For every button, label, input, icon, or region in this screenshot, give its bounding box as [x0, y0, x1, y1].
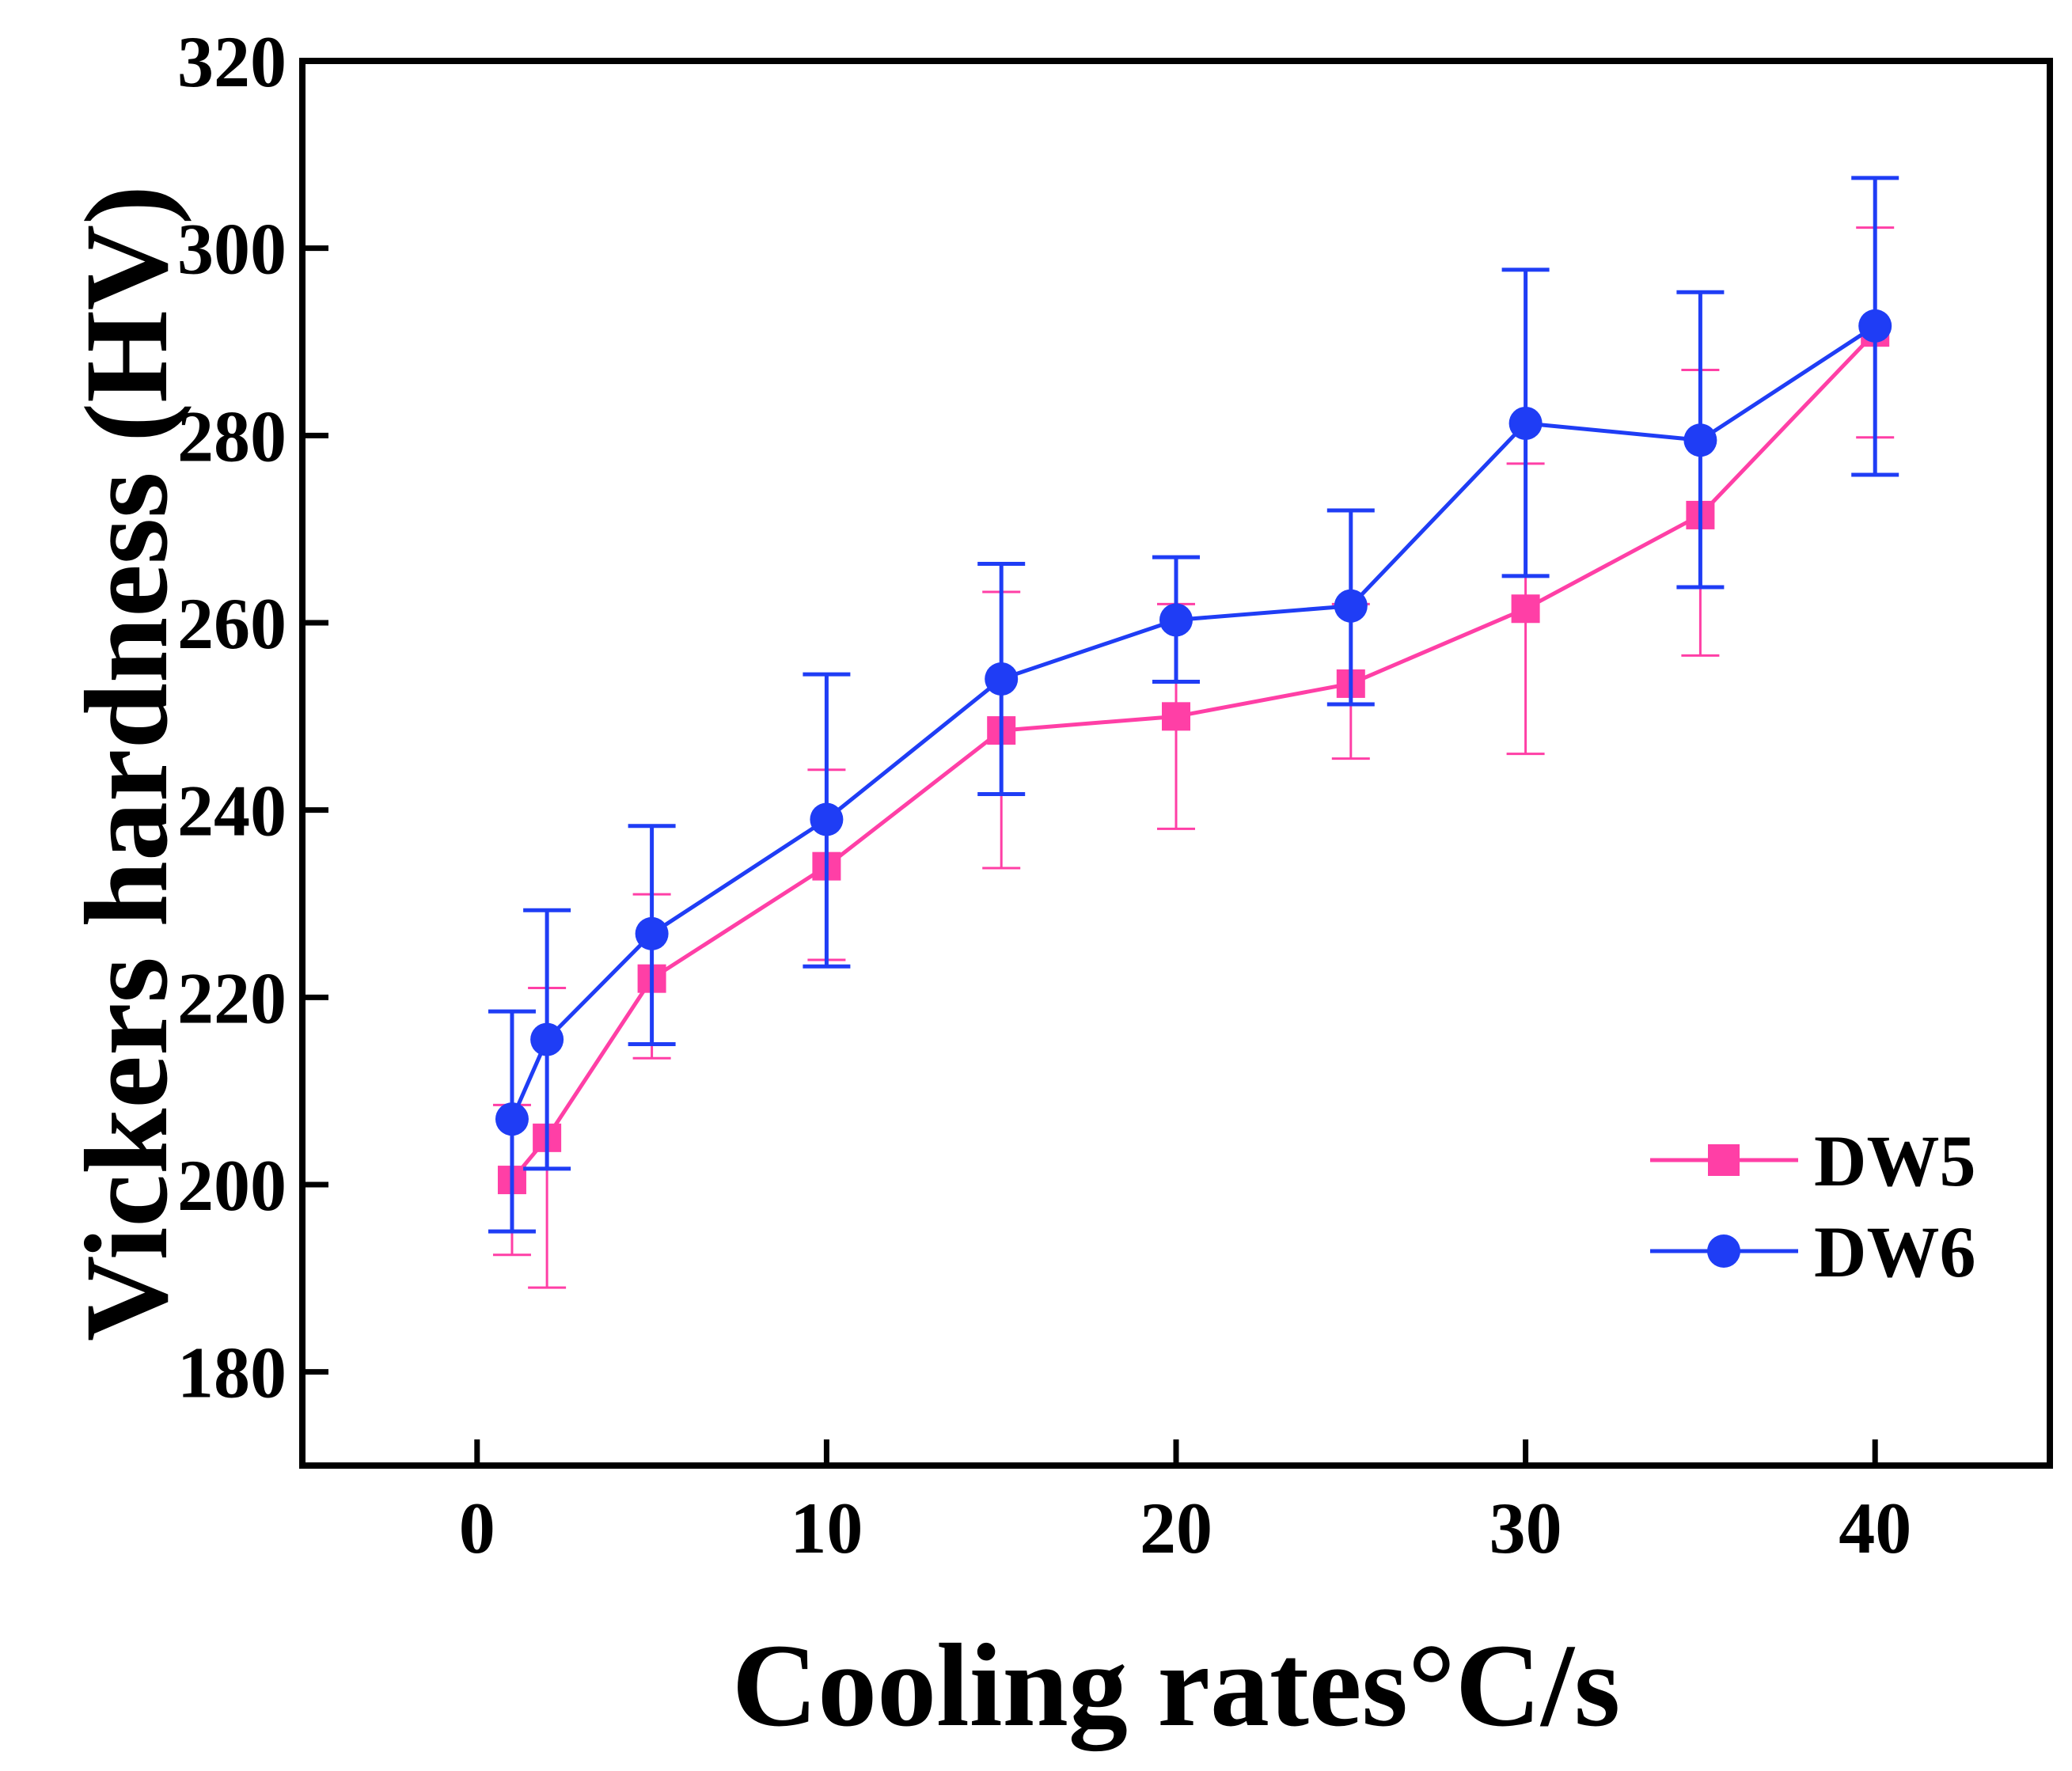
x-tick-label: 0 — [459, 1488, 495, 1568]
y-tick-label: 180 — [177, 1333, 287, 1413]
y-tick-label: 280 — [177, 396, 287, 476]
legend-label: DW6 — [1814, 1212, 1975, 1292]
data-point — [1508, 406, 1543, 440]
y-axis-title: Vickers hardness (HV) — [61, 185, 192, 1341]
axis-layer: 0 10 20 30 40 180 200 220 240 260 280 300 320 — [177, 21, 1911, 1568]
series-line — [510, 324, 1877, 1121]
legend-item-dw5: DW5 — [1650, 1121, 1975, 1201]
legend-swatch-marker — [1708, 1144, 1740, 1176]
series-line — [510, 331, 1877, 1181]
y-tick-label: 260 — [177, 583, 287, 664]
data-point — [1511, 594, 1540, 624]
data-point — [530, 1022, 564, 1056]
x-axis-title: Cooling rates°C/s — [732, 1620, 1620, 1751]
y-tick-label: 200 — [177, 1145, 287, 1226]
legend-item-dw6: DW6 — [1650, 1212, 1975, 1292]
y-tick-label: 300 — [177, 209, 287, 290]
data-point — [1683, 423, 1717, 457]
x-tick-label: 40 — [1839, 1488, 1911, 1568]
x-tick-label: 20 — [1140, 1488, 1212, 1568]
series-dw5 — [492, 226, 1895, 1289]
data-point — [1159, 603, 1193, 637]
y-tick-label: 320 — [177, 21, 287, 102]
x-tick-label: 30 — [1489, 1488, 1562, 1568]
series-dw6 — [488, 176, 1899, 1234]
legend-label: DW5 — [1814, 1121, 1975, 1201]
data-point — [810, 802, 844, 836]
data-point — [985, 662, 1019, 696]
data-point — [495, 1102, 529, 1136]
data-point — [1334, 589, 1368, 623]
data-point — [1858, 309, 1892, 343]
x-tick-label: 10 — [790, 1488, 863, 1568]
y-tick-label: 220 — [177, 958, 287, 1038]
data-point — [1162, 702, 1190, 731]
plot-layer — [488, 176, 1899, 1289]
legend-swatch-marker — [1707, 1234, 1740, 1268]
data-point — [635, 916, 669, 950]
y-tick-label: 240 — [177, 771, 287, 851]
